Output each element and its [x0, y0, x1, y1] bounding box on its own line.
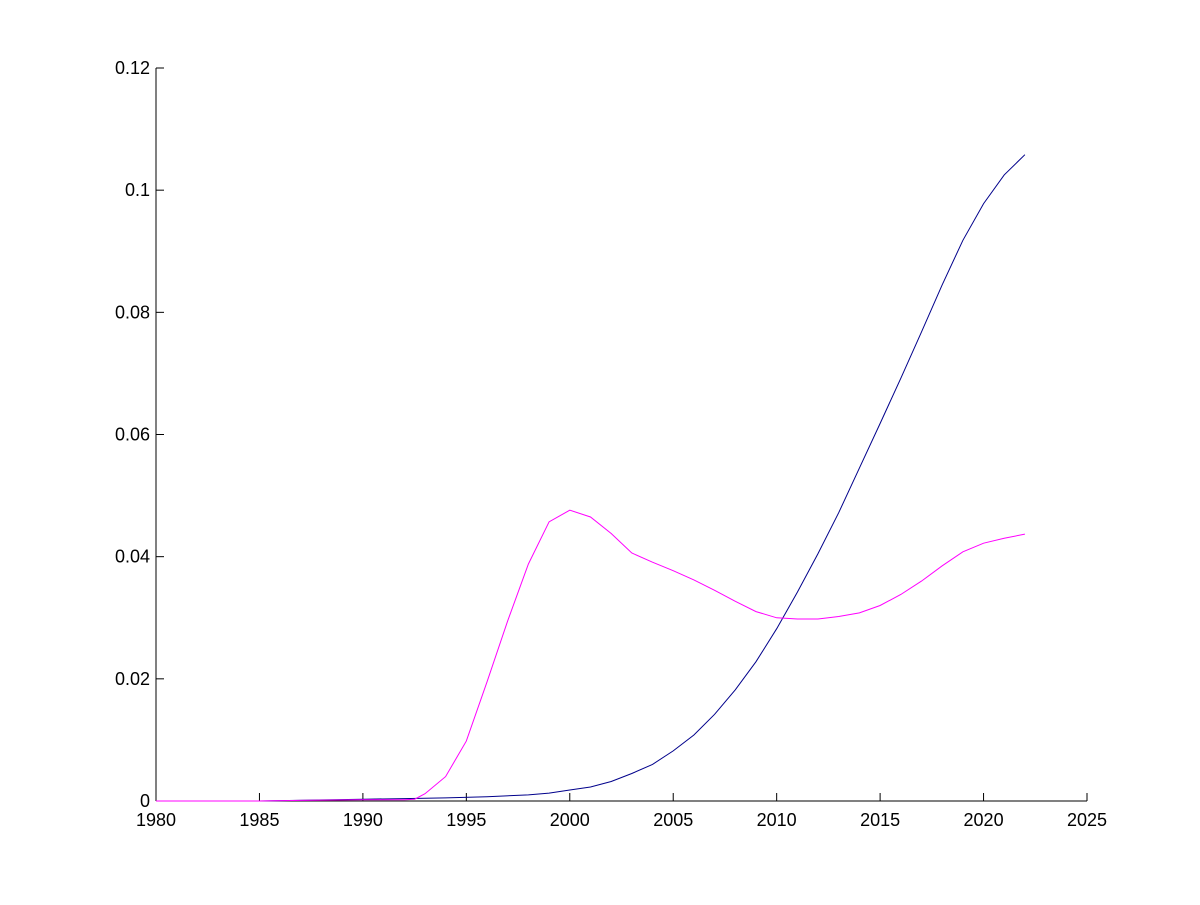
y-tick-label: 0	[140, 791, 150, 811]
x-tick-label: 2025	[1067, 810, 1107, 830]
y-tick-label: 0.02	[115, 669, 150, 689]
y-tick-label: 0.08	[115, 302, 150, 322]
x-tick-label: 1995	[446, 810, 486, 830]
x-tick-label: 1990	[343, 810, 383, 830]
x-tick-label: 2010	[757, 810, 797, 830]
series-line-2	[156, 509, 1025, 802]
x-tick-label: 2000	[550, 810, 590, 830]
x-tick-label: 1985	[239, 810, 279, 830]
x-tick-label: 1980	[136, 810, 176, 830]
series-line-1	[156, 154, 1026, 802]
x-tick-label: 2020	[964, 810, 1004, 830]
y-tick-label: 0.1	[125, 180, 150, 200]
y-tick-label: 0.12	[115, 58, 150, 78]
y-tick-label: 0.04	[115, 547, 150, 567]
x-tick-label: 2005	[653, 810, 693, 830]
y-tick-label: 0.06	[115, 425, 150, 445]
x-tick-label: 2015	[860, 810, 900, 830]
